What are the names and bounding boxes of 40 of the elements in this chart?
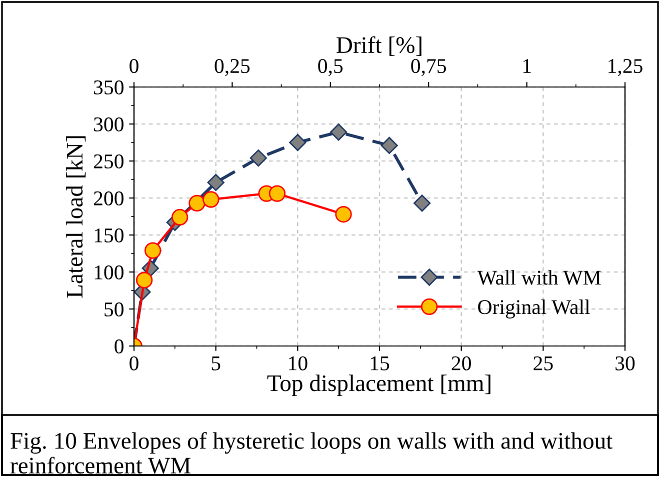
x-tick-label: 5: [212, 356, 220, 370]
x2-tick-label: 1,25: [608, 59, 642, 76]
x-tick-label: 15: [370, 356, 390, 370]
point: [250, 149, 267, 167]
point: [136, 272, 153, 288]
x-tick-label: 10: [289, 356, 308, 370]
y-tick-label: 150: [94, 228, 124, 242]
y-tick-label: 50: [104, 302, 124, 316]
y-tick-label: 350: [94, 80, 124, 94]
point: [330, 124, 348, 141]
point: [289, 134, 306, 152]
caption: Fig. 10 Envelopes of hysteretic loops on walls with and without reinforcement WM: [10, 432, 613, 474]
y-axis-title: Lateral load [kN]: [66, 136, 86, 298]
x2-tick-label: 0,75: [411, 58, 446, 76]
x2-tick-label: 0,25: [214, 58, 250, 76]
point: [380, 136, 398, 154]
point: [202, 191, 220, 208]
x2-tick-label: 1: [523, 59, 531, 73]
point: [335, 206, 352, 223]
point: [188, 194, 206, 212]
y-tick-label: 0: [114, 339, 124, 354]
point: [268, 185, 286, 202]
y-tick-label: 300: [94, 117, 124, 132]
point: [144, 242, 162, 259]
x2-axis-title: Drift [%]: [336, 36, 422, 56]
x-tick-label: 20: [452, 356, 471, 370]
y-tick-label: 250: [94, 154, 124, 168]
x2-tick-label: 0: [130, 58, 138, 74]
y-tick-label: 100: [94, 265, 124, 280]
point: [171, 208, 188, 226]
legend-label: Original Wall: [478, 300, 590, 318]
x-tick-label: 25: [534, 356, 553, 370]
y-tick-label: 200: [94, 191, 124, 206]
x2-tick-label: 0,5: [318, 58, 343, 76]
legend-label: Wall with WM: [477, 270, 601, 285]
x-tick-label: 30: [616, 356, 635, 370]
point: [207, 174, 224, 192]
x-axis-title: Top displacement [mm]: [267, 374, 490, 396]
point: [414, 194, 431, 212]
x-tick-label: 0: [130, 356, 138, 370]
